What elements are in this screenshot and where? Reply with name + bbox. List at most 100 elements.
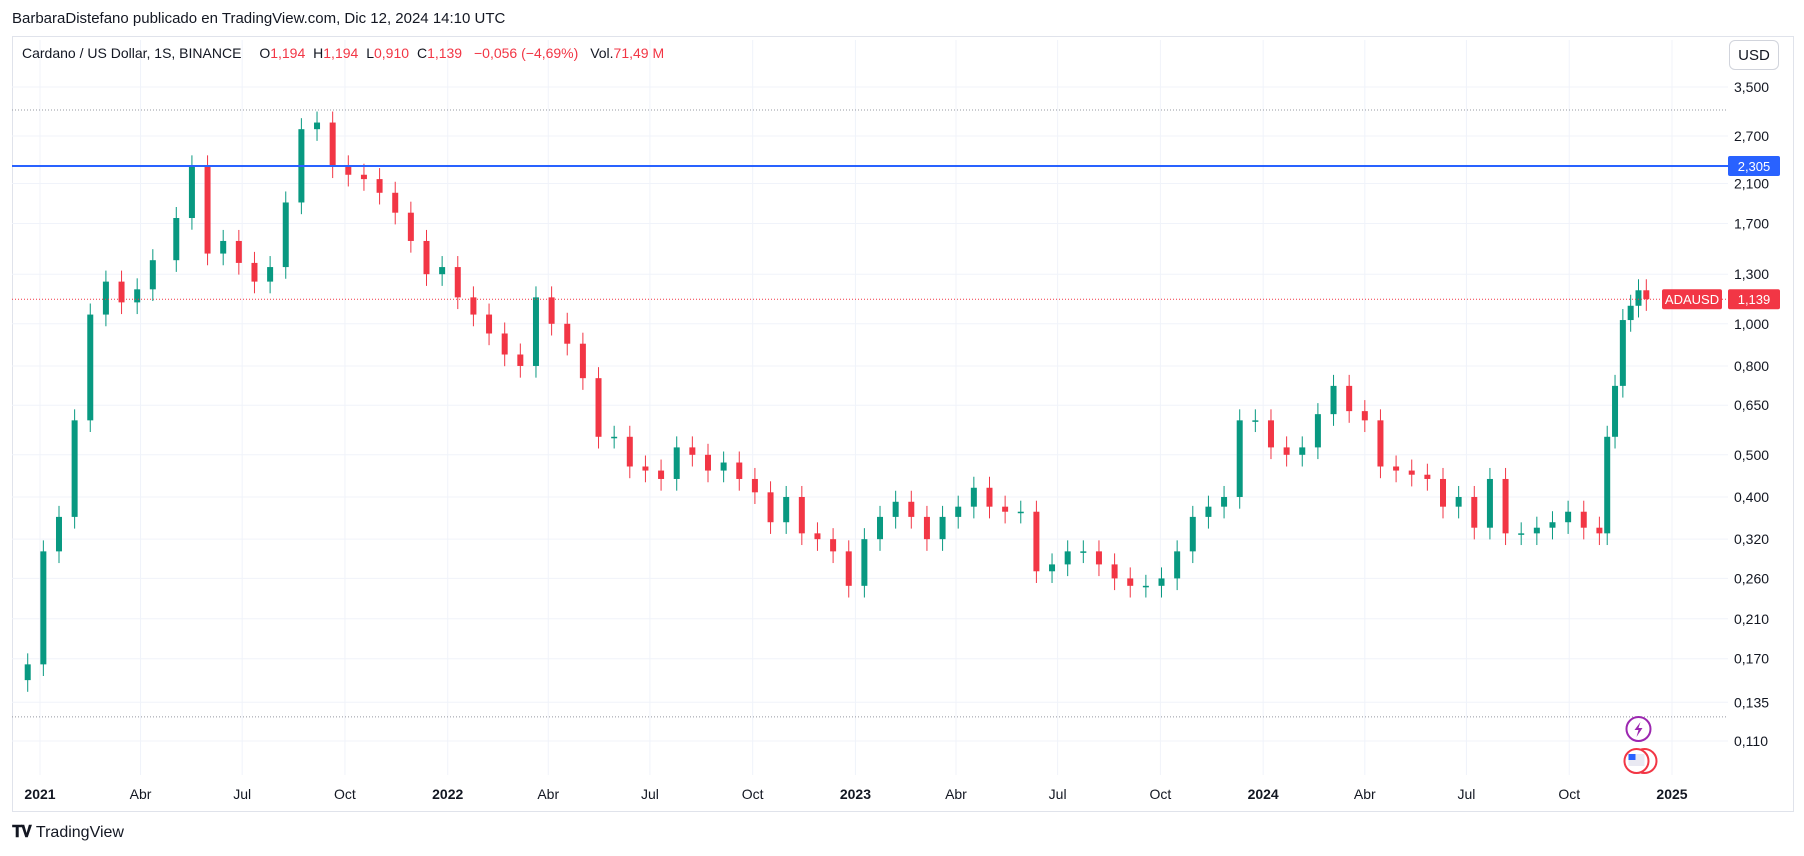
candle-body <box>267 267 274 282</box>
horizontal-level-badge <box>1728 155 1780 176</box>
x-tick-label: 2025 <box>1656 786 1687 802</box>
candle-body <box>470 297 477 315</box>
candle-body <box>1127 578 1134 586</box>
x-tick-label: Jul <box>1049 786 1067 802</box>
candle-body <box>149 260 156 290</box>
candle-body <box>360 174 367 180</box>
candle-body <box>1111 564 1118 579</box>
chart-attribution: BarbaraDistefano publicado en TradingVie… <box>12 10 506 27</box>
candle-body <box>329 122 336 167</box>
candle-body <box>1471 496 1478 528</box>
high-value: 1,194 <box>323 45 359 61</box>
candle-body <box>1377 420 1384 467</box>
candle-body <box>1440 478 1447 507</box>
y-tick-label: 1,700 <box>1734 215 1769 231</box>
volume-label: Vol. <box>590 45 614 61</box>
candle-body <box>611 436 618 439</box>
candle-body <box>532 297 539 366</box>
candle-body <box>235 240 242 263</box>
y-tick-label: 0,400 <box>1734 489 1769 505</box>
candle-body <box>1236 420 1243 497</box>
candle-body <box>118 281 125 303</box>
candle-body <box>970 487 977 507</box>
lightning-bolt-icon <box>1634 722 1643 737</box>
candle-body <box>1158 578 1165 586</box>
y-tick-label: 0,650 <box>1734 397 1769 413</box>
symbol-legend: Cardano / US Dollar, 1S, BINANCE O1,194 … <box>22 45 664 61</box>
y-tick-label: 0,320 <box>1734 531 1769 547</box>
candle-body <box>908 501 915 517</box>
candle-body <box>1533 527 1540 534</box>
candle-body <box>1361 411 1368 421</box>
candle-body <box>1002 506 1009 512</box>
x-tick-label: Abr <box>1354 786 1376 802</box>
candle-body <box>134 289 141 303</box>
x-tick-label: Jul <box>641 786 659 802</box>
candle-body <box>517 354 524 366</box>
y-tick-label: 0,800 <box>1734 358 1769 374</box>
low-label: L <box>366 45 374 61</box>
y-tick-label: 2,100 <box>1734 176 1769 192</box>
candle-body <box>751 478 758 493</box>
last-price-label: 1,139 <box>1738 292 1771 307</box>
symbol-title[interactable]: Cardano / US Dollar, 1S, BINANCE <box>22 45 242 61</box>
candle-body <box>1033 511 1040 572</box>
candle-body <box>564 323 571 344</box>
candle-body <box>955 506 962 517</box>
chart-frame <box>12 36 1794 812</box>
candle-body <box>1596 527 1603 534</box>
low-value: 0,910 <box>374 45 410 61</box>
candle-body <box>892 501 899 517</box>
candle-body <box>673 447 680 479</box>
candle-body <box>642 466 649 471</box>
x-tick-label: Abr <box>537 786 559 802</box>
candle-body <box>251 262 258 282</box>
candle-body <box>939 516 946 540</box>
candle-body <box>548 297 555 324</box>
candle-body <box>87 314 94 421</box>
candle-body <box>439 267 446 275</box>
candle-body <box>1299 447 1306 455</box>
candle-body <box>1017 511 1024 514</box>
x-tick-label: 2023 <box>840 786 871 802</box>
candle-body <box>1549 522 1556 528</box>
candle-body <box>1189 516 1196 552</box>
candle-body <box>595 378 602 437</box>
candle-body <box>1393 466 1400 471</box>
x-tick-label: Jul <box>1458 786 1476 802</box>
candle-body <box>1486 478 1493 528</box>
candle-body <box>689 447 696 455</box>
candle-body <box>1267 420 1274 448</box>
candle-body <box>204 166 211 254</box>
last-price-badge <box>1728 289 1780 310</box>
currency-button[interactable]: USD <box>1729 40 1779 70</box>
candle-body <box>626 436 633 467</box>
candle-body <box>392 192 399 213</box>
candle-body <box>1408 470 1415 475</box>
candle-body <box>1619 320 1626 386</box>
flag-canton <box>1628 754 1636 760</box>
y-tick-label: 0,110 <box>1734 733 1768 749</box>
candle-body <box>1643 290 1650 300</box>
x-tick-label: Abr <box>130 786 152 802</box>
change-value: −0,056 (−4,69%) <box>474 45 579 61</box>
x-tick-label: Oct <box>334 786 356 802</box>
candle-body <box>986 487 993 507</box>
y-tick-label: 0,210 <box>1734 611 1769 627</box>
candle-body <box>1221 496 1228 507</box>
y-tick-label: 0,135 <box>1734 694 1769 710</box>
candle-body <box>1049 564 1056 572</box>
candle-body <box>345 166 352 175</box>
x-tick-label: Oct <box>742 786 764 802</box>
candle-body <box>102 281 109 315</box>
candle-body <box>658 470 665 479</box>
candle-body <box>1455 496 1462 507</box>
candle-body <box>861 539 868 586</box>
candle-body <box>814 533 821 540</box>
y-tick-label: 1,000 <box>1734 316 1769 332</box>
candle-body <box>1502 478 1509 534</box>
close-label: C <box>416 45 428 61</box>
candle-body <box>501 333 508 355</box>
tradingview-logo[interactable]: 𝐓𝐕 TradingView <box>12 824 124 842</box>
